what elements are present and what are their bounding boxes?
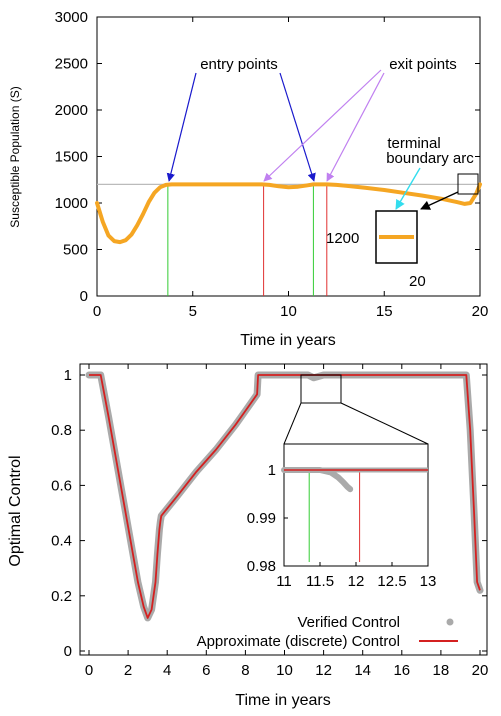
bottom-x-tick-label: 20 [472, 662, 489, 679]
approximate-control-series [89, 374, 481, 619]
legend-label-approximate: Approximate (discrete) Control [197, 633, 400, 650]
terminal-inset-x-label: 20 [409, 273, 426, 290]
exit-arrow-2 [326, 72, 385, 182]
control-inset: 11 11.5 12 12.5 13 0.98 0.99 1 [247, 443, 437, 590]
bottom-y-tick-label: 0.8 [51, 422, 72, 439]
bottom-x-tick-label: 6 [202, 662, 210, 679]
exit-arrow-1 [263, 69, 382, 182]
zoom-arrow [420, 191, 459, 210]
control-inset-frame [283, 443, 429, 567]
terminal-label-line2: boundary arc [386, 150, 474, 167]
entry-arrow-2 [279, 72, 316, 182]
zoom-connector-right [340, 402, 429, 445]
entry-arrow-1 [166, 72, 197, 182]
bottom-x-tick-label: 8 [241, 662, 249, 679]
top-y-axis-label: Susceptible Population (S) [8, 86, 22, 227]
optimal-control-chart: 0 2 4 6 8 10 12 14 16 18 20 0 0.2 0.4 0.6 0.8 1 Optimal … [7, 363, 489, 709]
terminal-zoom-box [457, 173, 479, 195]
zoom-connector-left [283, 402, 302, 445]
inset-y-tick-label: 0.98 [247, 558, 276, 575]
bottom-x-tick-label: 18 [433, 662, 450, 679]
inset-x-tick-label: 13 [420, 573, 437, 590]
entry-points-label: entry points [200, 56, 278, 73]
control-zoom-box [300, 374, 342, 404]
top-y-tick-label: 500 [63, 242, 88, 259]
top-y-tick-label: 2500 [55, 56, 88, 73]
top-series-line [95, 182, 482, 245]
bottom-y-tick-label: 1 [64, 367, 72, 384]
legend-marker-verified [446, 618, 454, 626]
top-y-tick-label: 1000 [55, 195, 88, 212]
inset-y-tick-label: 0.99 [247, 510, 276, 527]
top-y-tick-label: 1500 [55, 149, 88, 166]
susceptible-chart: 0 5 10 15 20 0 500 1000 1500 2000 2500 3000 Suscept… [8, 9, 488, 349]
bottom-y-tick-label: 0.2 [51, 588, 72, 605]
bottom-y-tick-label: 0.6 [51, 477, 72, 494]
terminal-inset-y-label: 1200 [326, 230, 359, 247]
exit-points-label: exit points [389, 56, 457, 73]
bottom-y-tick-label: 0 [64, 643, 72, 660]
top-y-tick-label: 0 [80, 288, 88, 305]
legend: Verified Control Approximate (discrete) … [197, 614, 458, 650]
bottom-y-tick-label: 0.4 [51, 533, 72, 550]
bottom-x-tick-label: 2 [124, 662, 132, 679]
inset-x-tick-label: 11.5 [306, 573, 334, 590]
inset-x-tick-label: 11 [276, 573, 292, 590]
bottom-y-axis-label: Optimal Control [7, 455, 24, 566]
bottom-x-axis-label: Time in years [235, 692, 330, 709]
bottom-x-tick-label: 0 [85, 662, 93, 679]
bottom-x-tick-label: 10 [276, 662, 293, 679]
top-y-tick-label: 3000 [55, 9, 88, 26]
legend-label-verified: Verified Control [297, 614, 400, 631]
inset-y-tick-label: 1 [268, 462, 276, 479]
terminal-label-line1: terminal [387, 135, 440, 152]
inset-x-tick-label: 12.5 [377, 573, 406, 590]
top-y-tick-label: 2000 [55, 102, 88, 119]
top-x-axis-label: Time in years [240, 332, 335, 349]
bottom-x-tick-label: 14 [354, 662, 371, 679]
bottom-x-tick-label: 12 [315, 662, 332, 679]
top-x-tick-label: 20 [472, 303, 489, 320]
terminal-arrow [395, 167, 421, 210]
top-x-tick-label: 5 [189, 303, 197, 320]
bottom-x-tick-label: 4 [163, 662, 171, 679]
top-x-tick-label: 10 [280, 303, 297, 320]
top-x-tick-label: 15 [376, 303, 393, 320]
bottom-x-tick-label: 16 [393, 662, 410, 679]
bottom-plot-frame [79, 363, 488, 656]
top-x-tick-label: 0 [93, 303, 101, 320]
inset-x-tick-label: 12 [348, 573, 365, 590]
